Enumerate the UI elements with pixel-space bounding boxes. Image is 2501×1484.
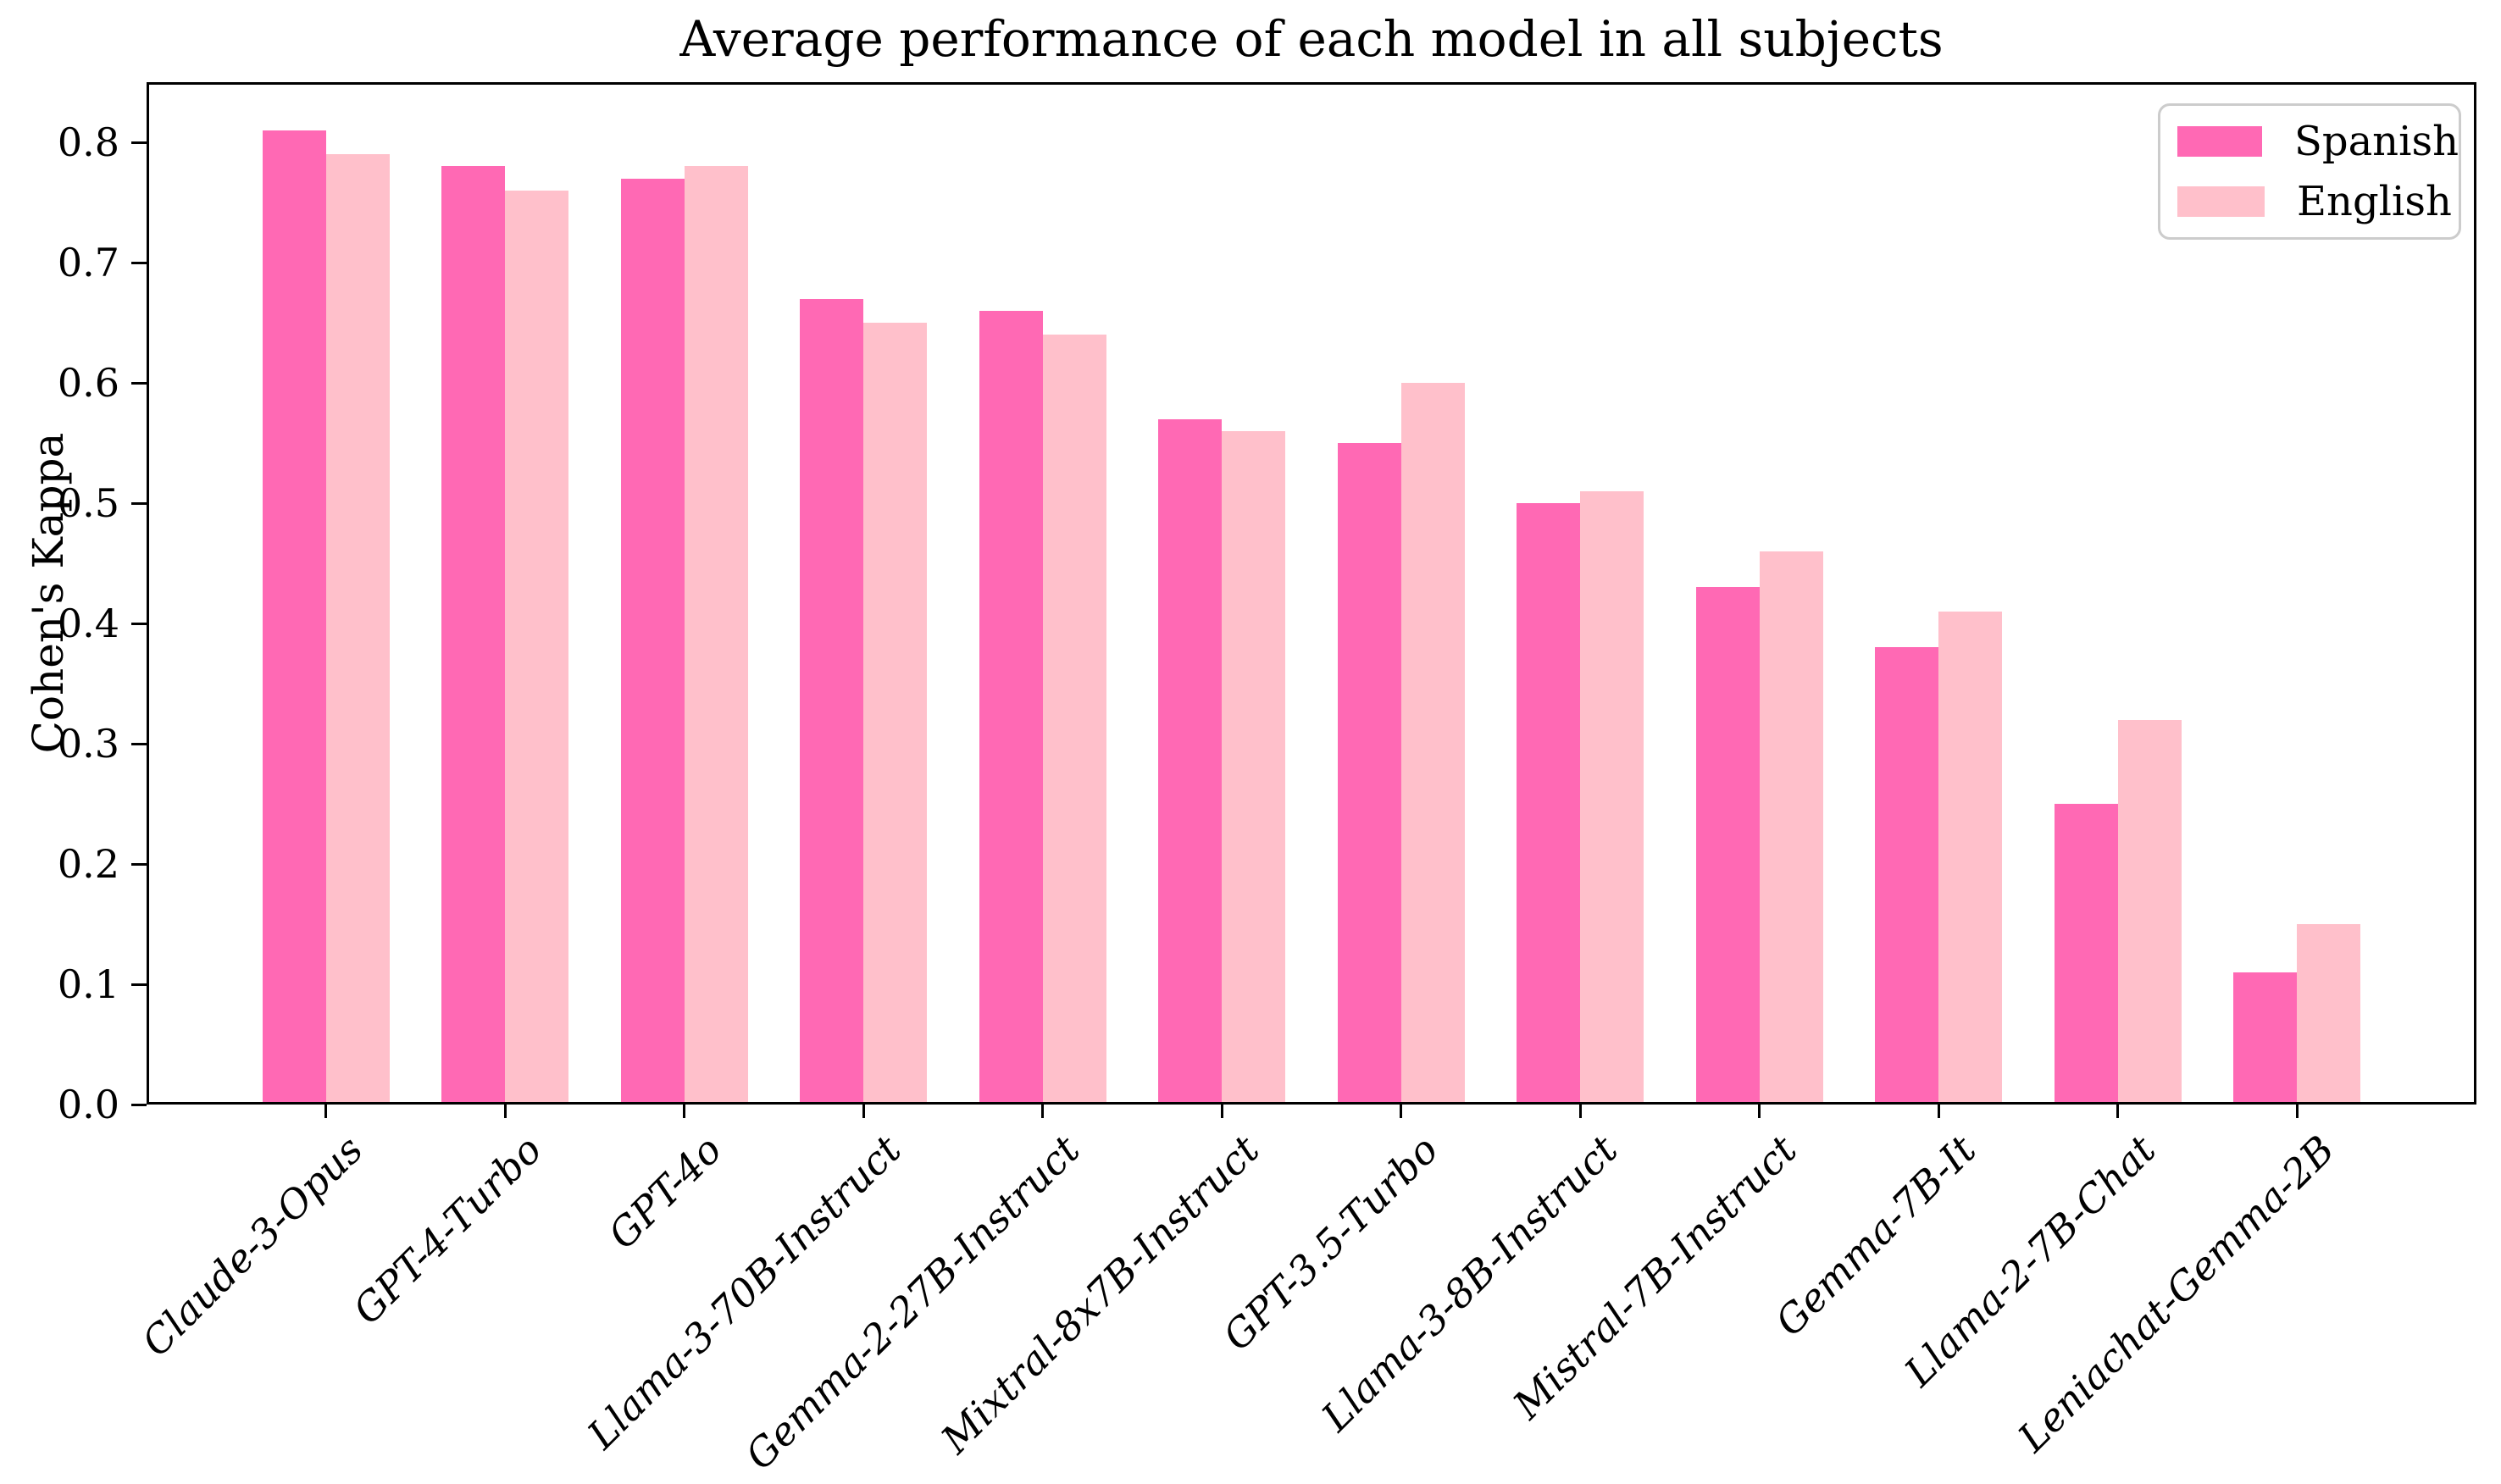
x-tick-mark [862, 1105, 865, 1118]
x-tick-label-llama-3-70b-instruct: Llama-3-70B-Instruct [578, 1127, 910, 1458]
x-tick-mark [2116, 1105, 2120, 1118]
y-tick-mark [131, 742, 147, 745]
bar-english-llama-2-7b-chat [2117, 719, 2182, 1105]
bar-english-gpt-3-5-turbo [1400, 383, 1465, 1105]
x-tick-label-llama-3-8b-instruct: Llama-3-8B-Instruct [1312, 1127, 1627, 1441]
x-tick-mark [1220, 1105, 1223, 1118]
x-tick-label-leniachat-gemma-2b: Leniachat-Gemma-2B [2009, 1127, 2343, 1461]
bar-spanish-llama-3-8b-instruct [1517, 503, 1581, 1105]
x-tick-mark [503, 1105, 507, 1118]
bar-spanish-claude-3-opus [262, 130, 326, 1105]
bar-english-mixtral-8x7b-instruct [1222, 430, 1286, 1105]
y-tick-mark [131, 501, 147, 505]
bar-english-gemma-7b-it [1938, 611, 2003, 1105]
y-tick-label: 0.7 [57, 240, 119, 285]
bar-spanish-gemma-7b-it [1875, 647, 1939, 1105]
x-tick-mark [324, 1105, 328, 1118]
legend-label-spanish: Spanish [2293, 118, 2459, 166]
bar-spanish-leniachat-gemma-2b [2233, 972, 2298, 1105]
x-tick-mark [683, 1105, 686, 1118]
legend-label-english: English [2297, 177, 2452, 225]
y-tick-mark [131, 622, 147, 625]
y-tick-label: 0.6 [57, 360, 119, 406]
legend-item-spanish: Spanish [2177, 118, 2459, 165]
bar-english-mistral-7b-instruct [1759, 551, 1823, 1105]
y-tick-label: 0.1 [57, 961, 119, 1007]
bar-spanish-mistral-7b-instruct [1695, 587, 1760, 1105]
y-tick-mark [131, 983, 147, 986]
bar-english-gpt-4-turbo [505, 190, 569, 1105]
bar-spanish-gpt-4-turbo [441, 166, 506, 1105]
x-tick-mark [1758, 1105, 1761, 1118]
x-tick-label-gpt-4o: GPT-4o [598, 1127, 730, 1258]
y-tick-label: 0.3 [57, 721, 119, 767]
bar-english-llama-3-8b-instruct [1580, 490, 1644, 1105]
y-tick-label: 0.2 [57, 841, 119, 887]
y-tick-label: 0.8 [57, 119, 119, 165]
legend-item-english: English [2177, 178, 2459, 225]
legend: Spanish English [2158, 103, 2461, 240]
x-tick-mark [2295, 1105, 2299, 1118]
x-tick-label-gpt-4-turbo: GPT-4-Turbo [344, 1127, 552, 1333]
x-tick-mark [1041, 1105, 1045, 1118]
bar-spanish-llama-3-70b-instruct [800, 298, 864, 1105]
x-tick-mark [1937, 1105, 1940, 1118]
x-tick-label-claude-3-opus: Claude-3-Opus [133, 1127, 372, 1365]
chart-title: Average performance of each model in all… [679, 10, 1944, 68]
x-tick-mark [1400, 1105, 1403, 1118]
y-tick-label: 0.5 [57, 480, 119, 526]
bar-english-llama-3-70b-instruct [863, 323, 928, 1105]
y-tick-label: 0.0 [57, 1082, 119, 1127]
bar-spanish-gpt-3-5-turbo [1337, 443, 1401, 1105]
x-tick-mark [1578, 1105, 1582, 1118]
bar-english-leniachat-gemma-2b [2297, 924, 2361, 1105]
legend-swatch-spanish [2177, 126, 2262, 158]
y-tick-mark [131, 261, 147, 264]
bar-spanish-llama-2-7b-chat [2054, 804, 2118, 1105]
y-tick-mark [131, 141, 147, 144]
bar-spanish-mixtral-8x7b-instruct [1158, 418, 1223, 1105]
x-tick-label-gemma-2-27b-instruct: Gemma-2-27B-Instruct [736, 1127, 1089, 1479]
bar-english-gemma-2-27b-instruct [1042, 335, 1106, 1105]
y-tick-label: 0.4 [57, 601, 119, 646]
bar-spanish-gpt-4o [620, 178, 685, 1105]
bar-english-claude-3-opus [325, 154, 390, 1105]
x-tick-label-mixtral-8x7b-instruct: Mixtral-8x7B-Instruct [932, 1127, 1268, 1463]
y-tick-mark [131, 862, 147, 866]
bar-english-gpt-4o [684, 166, 748, 1105]
legend-swatch-english [2177, 186, 2265, 217]
y-tick-mark [131, 1103, 147, 1106]
y-tick-mark [131, 381, 147, 385]
bar-spanish-gemma-2-27b-instruct [979, 310, 1043, 1105]
